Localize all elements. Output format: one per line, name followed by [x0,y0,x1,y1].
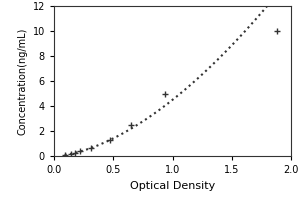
Y-axis label: Concentration(ng/mL): Concentration(ng/mL) [17,27,27,135]
X-axis label: Optical Density: Optical Density [130,181,215,191]
